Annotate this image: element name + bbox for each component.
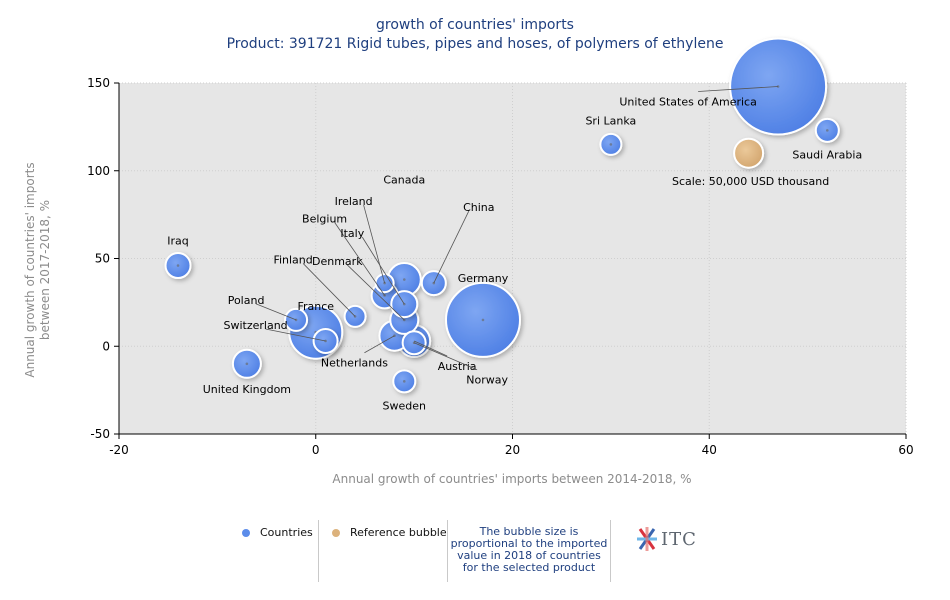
point-label: Saudi Arabia xyxy=(792,148,862,161)
point-label: United States of America xyxy=(619,96,756,109)
point-label: Germany xyxy=(458,272,509,285)
bubble-center-dot xyxy=(402,380,406,383)
itc-logo-icon xyxy=(637,527,657,551)
legend-note: The bubble size is proportional to the i… xyxy=(450,525,608,574)
chart-subtitle: Product: 391721 Rigid tubes, pipes and h… xyxy=(226,36,724,52)
x-tick-label: 60 xyxy=(898,443,913,457)
chart-title: growth of countries' imports xyxy=(376,17,574,33)
bubble-center-dot xyxy=(176,264,180,267)
y-axis-label-box: Annual growth of countries' imports betw… xyxy=(2,140,74,400)
countries-dot-icon xyxy=(242,529,250,537)
point-label: France xyxy=(297,300,334,313)
x-tick-label: 40 xyxy=(702,443,717,457)
point-label: Austria xyxy=(438,360,477,373)
bubble-center-dot xyxy=(324,339,327,343)
label-leader-line xyxy=(433,210,470,284)
y-tick-label: 0 xyxy=(102,339,110,353)
legend-item-countries[interactable]: Countries xyxy=(225,520,317,582)
point-label: Ireland xyxy=(335,195,373,208)
label-leader-line xyxy=(265,328,326,342)
bubble-center-dot xyxy=(402,278,406,281)
point-label: Norway xyxy=(466,374,508,387)
point-label: China xyxy=(463,201,494,214)
point-label: Denmark xyxy=(312,255,363,268)
legend-divider xyxy=(318,520,319,582)
label-leader-line xyxy=(363,204,385,284)
legend-item-reference[interactable]: Reference bubble xyxy=(319,520,447,582)
y-tick-label: 150 xyxy=(87,76,110,90)
y-tick-label: 100 xyxy=(87,164,110,178)
bubble-center-dot xyxy=(245,362,249,366)
label-leader-line xyxy=(364,335,395,354)
itc-logo-text: ITC xyxy=(661,529,697,550)
reference-bubble xyxy=(733,137,765,169)
legend-reference-label: Reference bubble xyxy=(350,526,447,539)
label-leader-line xyxy=(255,303,297,321)
point-label: Sweden xyxy=(383,399,426,412)
point-label: Netherlands xyxy=(321,357,388,370)
point-label: Poland xyxy=(228,294,265,307)
label-leader-line xyxy=(698,86,779,92)
bubble-center-dot xyxy=(826,129,829,132)
point-label: Belgium xyxy=(302,212,347,225)
point-label: Iraq xyxy=(167,235,189,248)
x-tick-label: 20 xyxy=(505,443,520,457)
itc-logo: ITC xyxy=(636,526,706,556)
legend-divider xyxy=(610,520,611,582)
bubble-center-dot xyxy=(776,85,780,88)
point-label: Finland xyxy=(273,253,312,266)
legend-divider xyxy=(447,520,448,582)
y-tick-label: -50 xyxy=(90,427,110,441)
y-axis-label: Annual growth of countries' imports betw… xyxy=(23,162,52,378)
point-label: United Kingdom xyxy=(203,383,291,396)
reference-bubble-label: Scale: 50,000 USD thousand xyxy=(672,175,829,188)
point-label: Sri Lanka xyxy=(585,114,636,127)
y-tick-label: 50 xyxy=(95,252,110,266)
bubble-center-dot xyxy=(609,143,613,146)
legend-countries-label: Countries xyxy=(260,526,313,539)
label-leader-line xyxy=(413,342,478,371)
label-leader-line xyxy=(334,222,385,296)
label-leader-line xyxy=(302,263,356,317)
label-leader-line xyxy=(361,236,405,305)
point-label: Canada xyxy=(383,174,425,187)
point-label: Italy xyxy=(340,227,364,240)
point-label: Switzerland xyxy=(224,319,288,332)
label-leader-line xyxy=(413,340,448,357)
x-tick-label: -20 xyxy=(109,443,129,457)
label-leader-line xyxy=(347,264,405,321)
x-tick-label: 0 xyxy=(312,443,320,457)
bubble-center-dot xyxy=(481,318,485,322)
x-axis-label: Annual growth of countries' imports betw… xyxy=(332,472,692,486)
reference-dot-icon xyxy=(332,529,340,537)
